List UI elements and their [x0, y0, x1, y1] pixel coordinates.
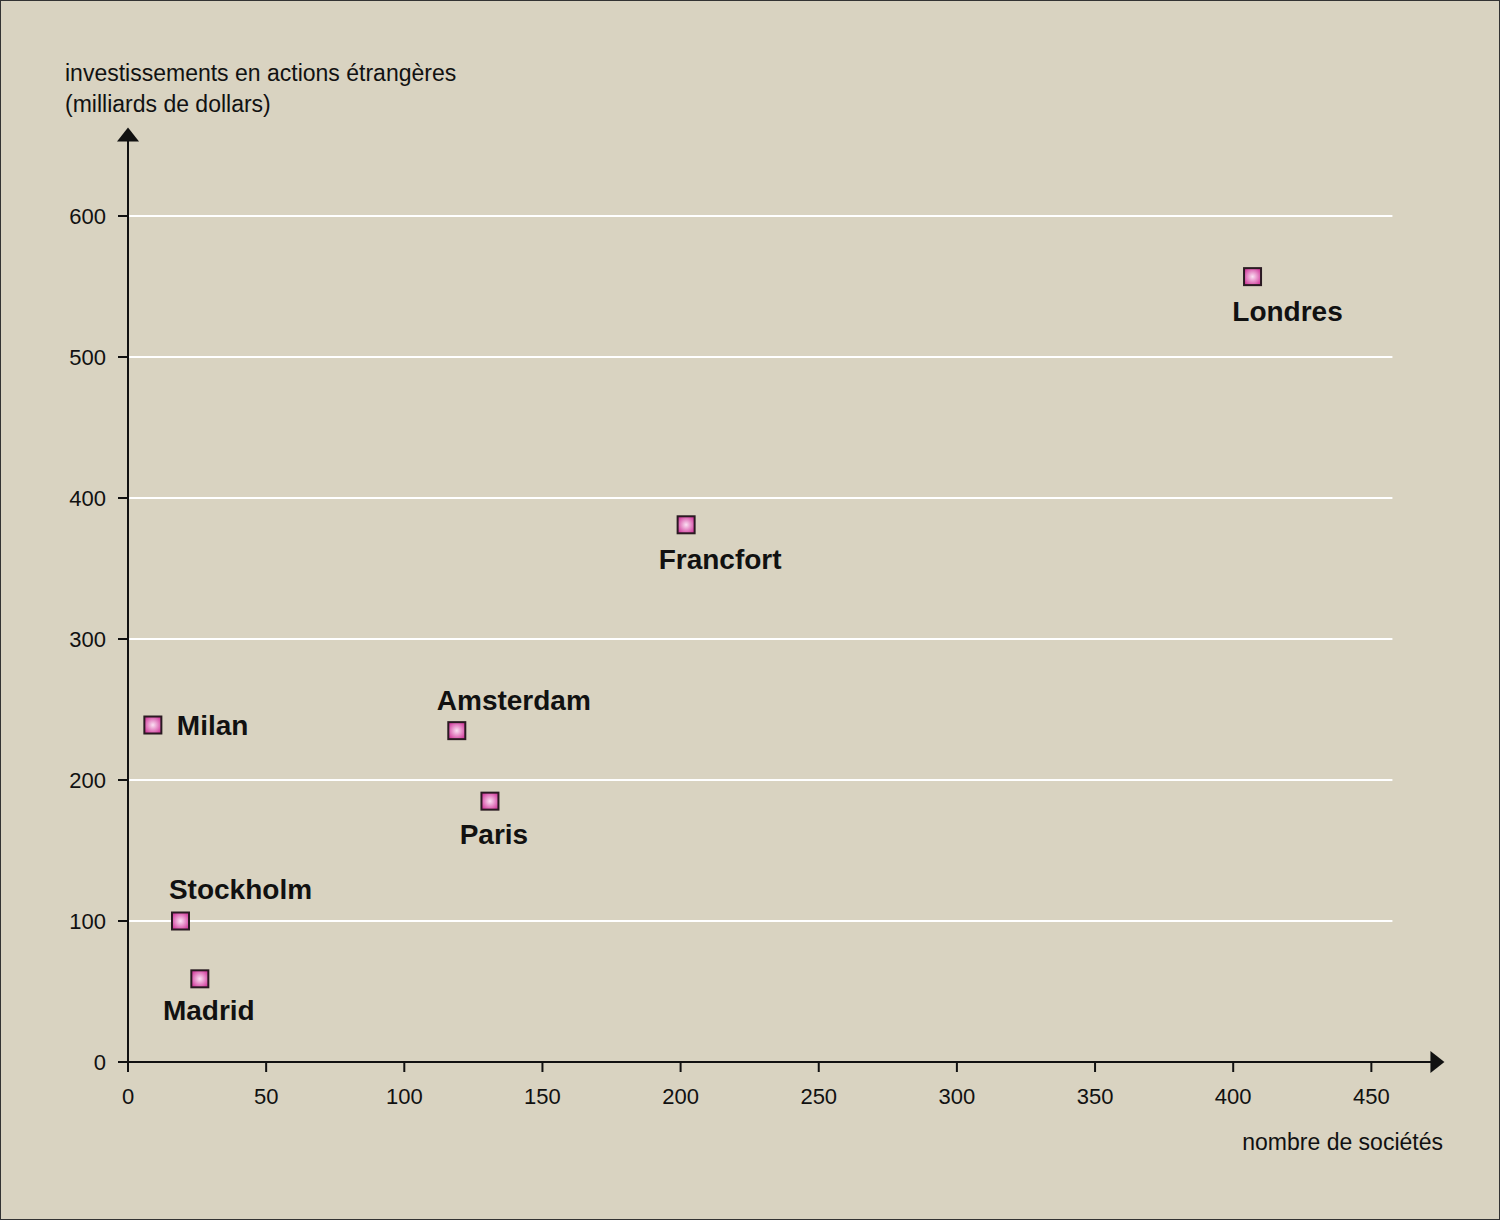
- y-tick-label: 300: [69, 627, 106, 652]
- point-label: Stockholm: [169, 874, 312, 905]
- y-tick-label: 200: [69, 768, 106, 793]
- x-tick-label: 0: [122, 1084, 134, 1109]
- y-tick: [118, 920, 128, 922]
- y-tick: [118, 1061, 128, 1063]
- point: [448, 722, 465, 739]
- y-tick-label: 600: [69, 204, 106, 229]
- x-tick-label: 350: [1077, 1084, 1114, 1109]
- y-axis: [127, 131, 129, 1062]
- x-tick: [265, 1062, 267, 1072]
- y-tick: [118, 779, 128, 781]
- x-axis-arrow: [1430, 1051, 1444, 1073]
- point-label: Londres: [1232, 296, 1342, 327]
- chart: 0 100 200 300 400 500 600 0 50 100 150 200 250 300 350…: [0, 0, 1500, 1220]
- x-tick: [956, 1062, 958, 1072]
- x-tick: [1094, 1062, 1096, 1072]
- grid-line: [128, 215, 1392, 217]
- x-tick-label: 150: [524, 1084, 561, 1109]
- point: [481, 793, 498, 810]
- point-label: Paris: [460, 819, 529, 850]
- grid-line: [128, 920, 1392, 922]
- background: [1, 1, 1500, 1220]
- x-tick-label: 250: [800, 1084, 837, 1109]
- x-axis: [128, 1061, 1440, 1063]
- x-tick: [541, 1062, 543, 1072]
- points: [144, 268, 1261, 987]
- grid-line: [128, 779, 1392, 781]
- y-tick-label: 100: [69, 909, 106, 934]
- x-tick: [818, 1062, 820, 1072]
- point-label: Madrid: [163, 995, 255, 1026]
- x-tick-label: 300: [939, 1084, 976, 1109]
- point: [191, 970, 208, 987]
- y-tick-label: 500: [69, 345, 106, 370]
- y-axis-arrow: [117, 127, 139, 141]
- y-axis-label: investissements en actions étrangères: [65, 60, 456, 86]
- x-tick: [403, 1062, 405, 1072]
- y-tick: [118, 215, 128, 217]
- point-label: Milan: [177, 710, 249, 741]
- point-label: Amsterdam: [437, 685, 591, 716]
- grid-line: [128, 497, 1392, 499]
- point-label: Francfort: [659, 544, 782, 575]
- y-tick-label: 0: [94, 1050, 106, 1075]
- x-axis-label: nombre de sociétés: [1242, 1129, 1443, 1155]
- y-axis-label: (milliards de dollars): [65, 91, 271, 117]
- x-tick-label: 100: [386, 1084, 423, 1109]
- x-tick-label: 200: [662, 1084, 699, 1109]
- x-tick: [680, 1062, 682, 1072]
- y-tick: [118, 497, 128, 499]
- point: [144, 717, 161, 734]
- grid-line: [128, 638, 1392, 640]
- y-tick: [118, 638, 128, 640]
- x-tick: [1232, 1062, 1234, 1072]
- y-tick-label: 400: [69, 486, 106, 511]
- x-tick-label: 50: [254, 1084, 278, 1109]
- point: [678, 516, 695, 533]
- x-tick-label: 450: [1353, 1084, 1390, 1109]
- point: [172, 913, 189, 930]
- x-tick-label: 400: [1215, 1084, 1252, 1109]
- grid-line: [128, 356, 1392, 358]
- point: [1244, 268, 1261, 285]
- y-tick: [118, 356, 128, 358]
- x-tick: [127, 1062, 129, 1072]
- x-tick: [1370, 1062, 1372, 1072]
